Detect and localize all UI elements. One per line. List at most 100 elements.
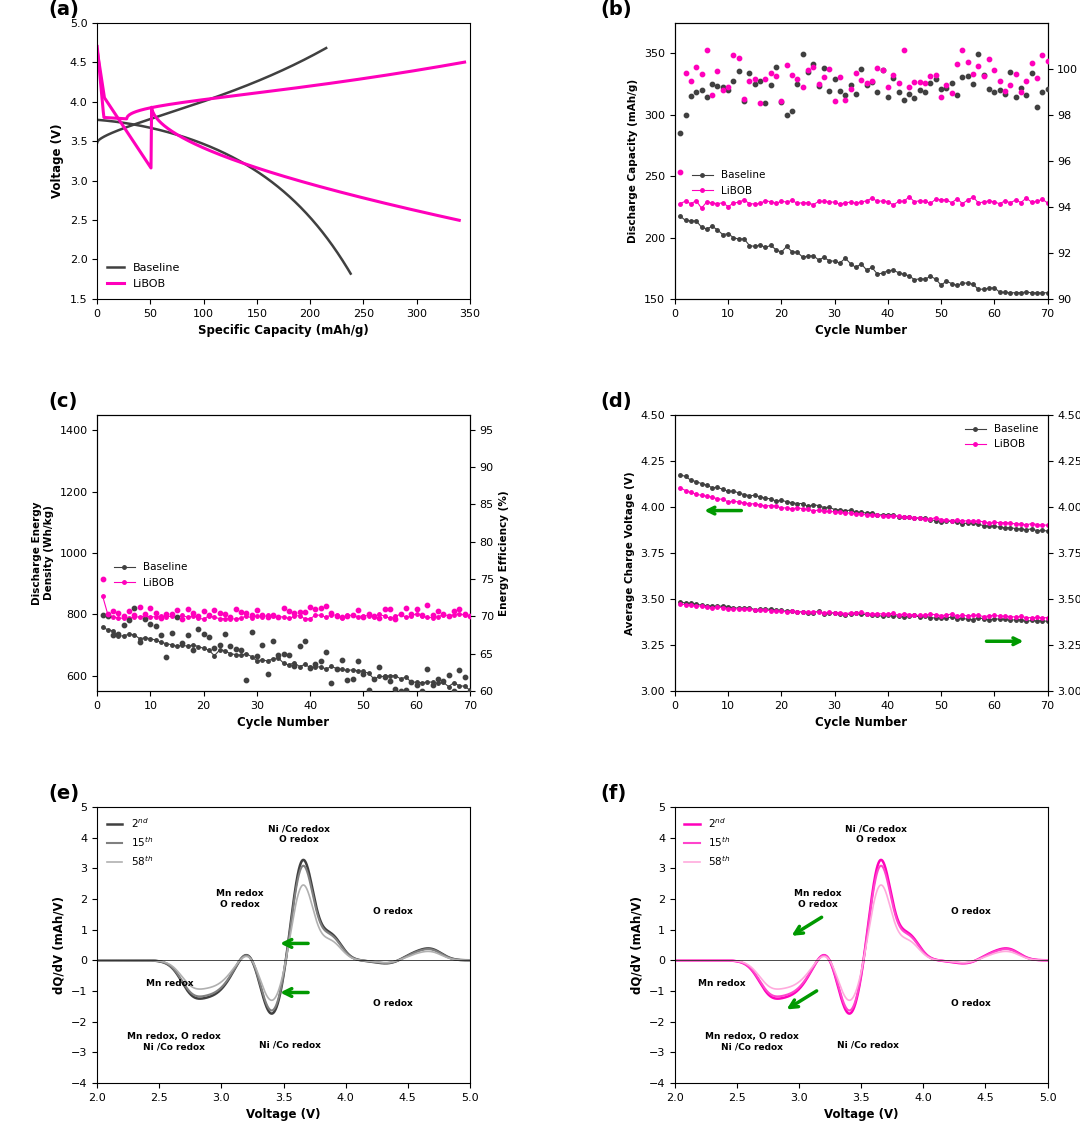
Baseline	[205, 140, 218, 154]
Point	[185, 641, 202, 659]
Legend: 2$^{nd}$, 15$^{th}$, 58$^{th}$: 2$^{nd}$, 15$^{th}$, 58$^{th}$	[103, 812, 157, 872]
15$^{th}$	[1030, 953, 1043, 967]
Point	[842, 80, 860, 98]
Point	[185, 603, 202, 621]
15$^{th}$	[688, 953, 701, 967]
Point	[392, 604, 409, 622]
Text: Ni /Co redox: Ni /Co redox	[268, 824, 329, 833]
Point	[201, 628, 218, 646]
Point	[126, 598, 144, 617]
Point	[136, 610, 153, 628]
Point	[810, 76, 827, 95]
15$^{th}$	[875, 858, 888, 872]
Point	[227, 641, 244, 659]
2$^{nd}$	[688, 953, 701, 967]
Point	[216, 605, 233, 624]
2$^{nd}$	[110, 953, 123, 967]
Text: Ni /Co redox: Ni /Co redox	[721, 1043, 783, 1052]
Text: Ni /Co redox: Ni /Co redox	[846, 824, 907, 833]
Text: (c): (c)	[49, 391, 78, 410]
LiBOB	[765, 195, 778, 209]
LiBOB	[988, 515, 1001, 529]
Point	[434, 605, 451, 624]
Point	[986, 62, 1003, 80]
Point	[848, 84, 865, 103]
Point	[461, 682, 478, 700]
Point	[890, 74, 907, 92]
LiBOB	[363, 193, 376, 206]
Text: (d): (d)	[600, 391, 632, 410]
LiBOB	[1041, 196, 1054, 210]
Point	[683, 88, 700, 106]
Text: Mn redox, O redox: Mn redox, O redox	[127, 1032, 221, 1041]
Point	[141, 598, 159, 617]
Point	[997, 82, 1014, 100]
58$^{th}$	[91, 953, 104, 967]
Point	[954, 68, 971, 87]
Point	[773, 92, 791, 111]
58$^{th}$	[875, 878, 888, 891]
Point	[365, 669, 382, 687]
Baseline	[298, 658, 311, 671]
Point	[906, 89, 923, 107]
Point	[259, 665, 276, 683]
Point	[927, 71, 944, 89]
2$^{nd}$	[463, 953, 476, 967]
Point	[1034, 46, 1051, 64]
Point	[238, 604, 255, 622]
Point	[387, 679, 404, 698]
Point	[285, 604, 302, 622]
LiBOB	[144, 610, 157, 624]
Point	[693, 81, 711, 99]
Point	[863, 72, 880, 90]
Point	[778, 105, 795, 123]
2$^{nd}$	[1030, 953, 1043, 967]
Point	[211, 604, 228, 622]
2$^{nd}$	[272, 993, 285, 1007]
Point	[195, 602, 213, 620]
LiBOB	[410, 606, 423, 620]
Point	[672, 124, 689, 142]
Point	[430, 602, 447, 620]
Point	[334, 651, 351, 669]
Point	[147, 604, 164, 622]
2$^{nd}$	[842, 1007, 855, 1020]
Baseline	[785, 496, 798, 510]
Point	[450, 600, 468, 618]
Point	[190, 620, 207, 638]
Point	[126, 606, 144, 625]
Text: Mn redox, O redox: Mn redox, O redox	[705, 1032, 799, 1041]
Line: LiBOB: LiBOB	[97, 50, 459, 220]
Point	[970, 57, 987, 75]
Line: 2$^{nd}$: 2$^{nd}$	[675, 860, 1048, 1013]
Line: LiBOB: LiBOB	[678, 486, 1050, 527]
Point	[757, 93, 774, 112]
Point	[354, 608, 372, 626]
Point	[121, 602, 138, 620]
Baseline	[345, 267, 357, 280]
2$^{nd}$	[962, 956, 975, 970]
LiBOB	[154, 116, 167, 130]
Point	[927, 66, 944, 84]
Point	[762, 64, 780, 82]
Point	[376, 668, 393, 686]
Point	[440, 666, 457, 684]
Point	[741, 64, 758, 82]
58$^{th}$	[1030, 953, 1043, 967]
Baseline	[181, 640, 194, 653]
Point	[365, 606, 382, 625]
Y-axis label: Discharge Capacity (mAh/g): Discharge Capacity (mAh/g)	[629, 79, 638, 243]
Y-axis label: Average Charge Voltage (V): Average Charge Voltage (V)	[624, 471, 635, 635]
Point	[403, 673, 420, 691]
Point	[265, 605, 282, 624]
15$^{th}$	[850, 991, 863, 1004]
Point	[895, 91, 913, 109]
Point	[832, 67, 849, 86]
Point	[243, 605, 260, 624]
Y-axis label: dQ/dV (mAh/V): dQ/dV (mAh/V)	[53, 896, 66, 994]
Baseline	[282, 188, 295, 202]
Point	[986, 83, 1003, 101]
15$^{th}$	[842, 1003, 855, 1017]
Point	[852, 60, 869, 79]
Point	[414, 682, 431, 700]
